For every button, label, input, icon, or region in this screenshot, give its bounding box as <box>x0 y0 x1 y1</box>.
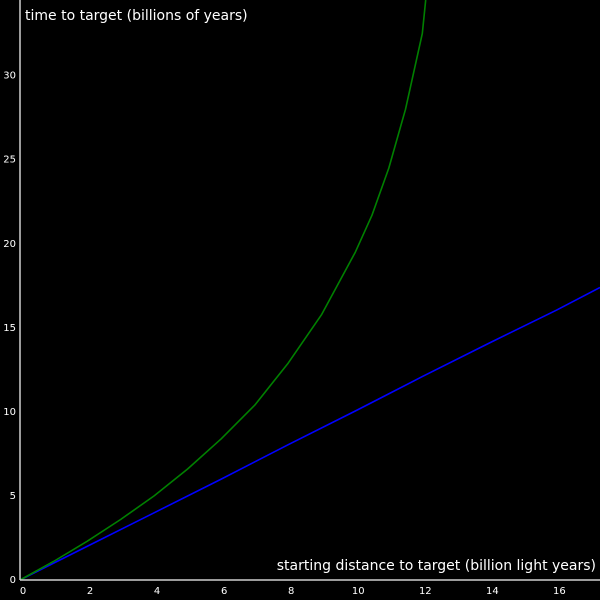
x-tick-label: 2 <box>87 586 93 597</box>
x-tick-label: 12 <box>419 586 432 597</box>
series-line-2 <box>19 0 427 581</box>
y-tick-label: 20 <box>3 239 16 250</box>
y-axis-title: time to target (billions of years) <box>25 8 248 24</box>
ticks-layer: 0 2 4 6 8 10 12 14 16 0 5 10 15 20 25 30 <box>3 71 566 597</box>
axes-layer <box>19 0 600 581</box>
x-tick-label: 0 <box>20 586 26 597</box>
y-tick-label: 15 <box>3 323 16 334</box>
x-tick-label: 6 <box>221 586 227 597</box>
y-tick-label: 5 <box>10 491 16 502</box>
x-tick-label: 14 <box>486 586 499 597</box>
x-tick-label: 8 <box>288 586 294 597</box>
series-line-1 <box>19 286 600 581</box>
y-tick-label: 10 <box>3 407 16 418</box>
x-tick-label: 16 <box>553 586 566 597</box>
x-tick-label: 10 <box>352 586 365 597</box>
x-axis-title: starting distance to target (billion lig… <box>277 558 596 574</box>
x-tick-label: 4 <box>154 586 160 597</box>
y-tick-label: 0 <box>10 575 16 586</box>
y-tick-label: 25 <box>3 155 16 166</box>
y-tick-label: 30 <box>3 71 16 82</box>
series-layer <box>19 0 600 581</box>
